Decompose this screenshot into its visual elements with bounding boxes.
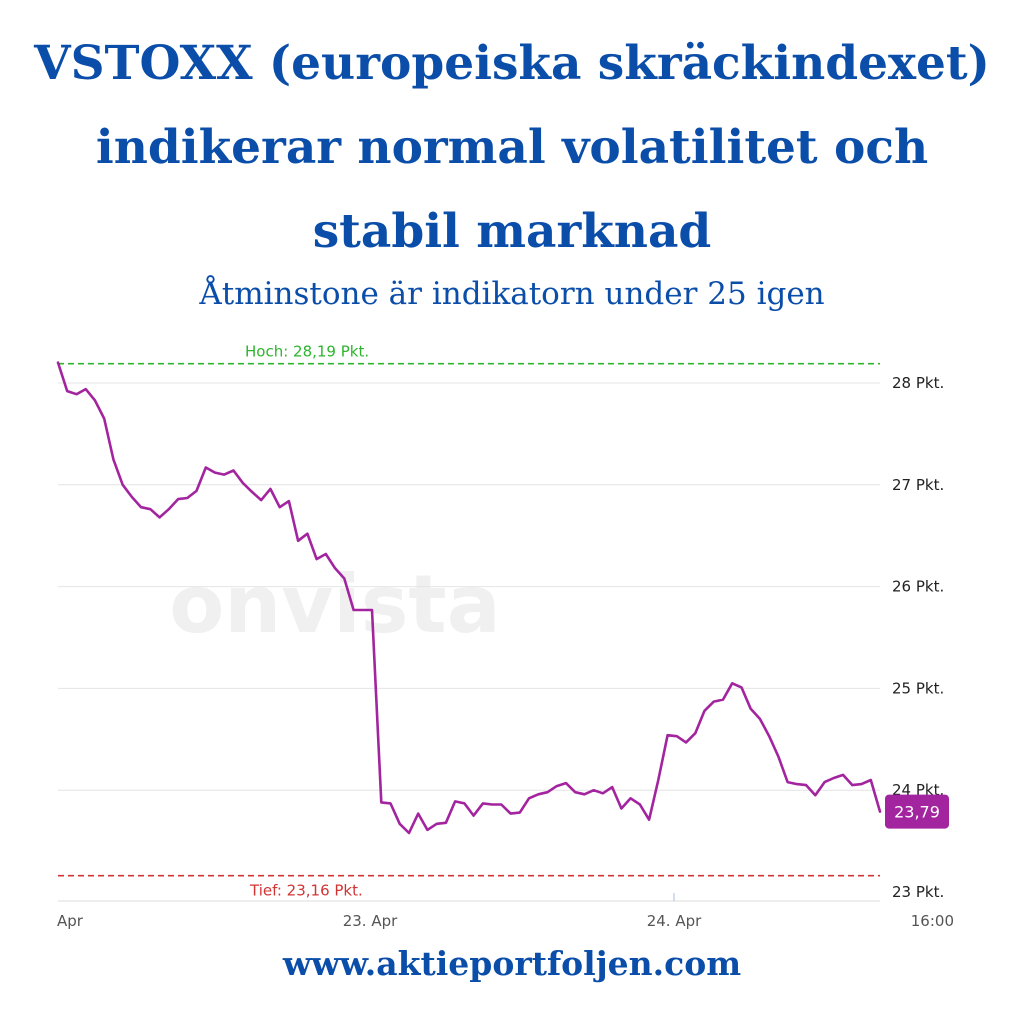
gridlines — [58, 382, 880, 791]
low-label: Tief: 23,16 Pkt. — [249, 882, 363, 900]
page-title: VSTOXX (europeiska skräckindexet) indike… — [34, 36, 990, 259]
x-tick-label: 24. Apr — [647, 912, 702, 930]
y-tick-label: 27 Pkt. — [892, 476, 944, 494]
vstoxx-series-line — [56, 361, 882, 835]
y-tick-label: 23 Pkt. — [892, 883, 944, 901]
x-tick-labels: Apr 23. Apr 24. Apr 16:00 — [57, 912, 954, 930]
footer-url: www.aktieportfoljen.com — [282, 944, 742, 983]
x-tick-label: 16:00 — [911, 912, 954, 930]
reference-lines: Hoch: 28,19 Pkt. Tief: 23,16 Pkt. — [58, 343, 880, 900]
x-tick-label: 23. Apr — [343, 912, 398, 930]
y-tick-label: 26 Pkt. — [892, 578, 944, 596]
high-label: Hoch: 28,19 Pkt. — [245, 343, 369, 361]
y-tick-label: 28 Pkt. — [892, 374, 944, 392]
last-value-label: 23,79 — [894, 803, 940, 822]
x-tick-label: Apr — [57, 912, 84, 930]
y-tick-label: 25 Pkt. — [892, 679, 944, 697]
x-axis — [58, 893, 880, 902]
last-value-badge-box — [885, 794, 949, 829]
last-value-badge: 23,79 — [885, 794, 949, 829]
watermark: onvista — [169, 558, 500, 651]
page-subtitle: Åtminstone är indikatorn under 25 igen — [199, 276, 825, 312]
vstoxx-line-chart: onvista 28 Pkt.27 Pkt.26 Pkt.25 Pkt.24 P… — [56, 343, 954, 930]
